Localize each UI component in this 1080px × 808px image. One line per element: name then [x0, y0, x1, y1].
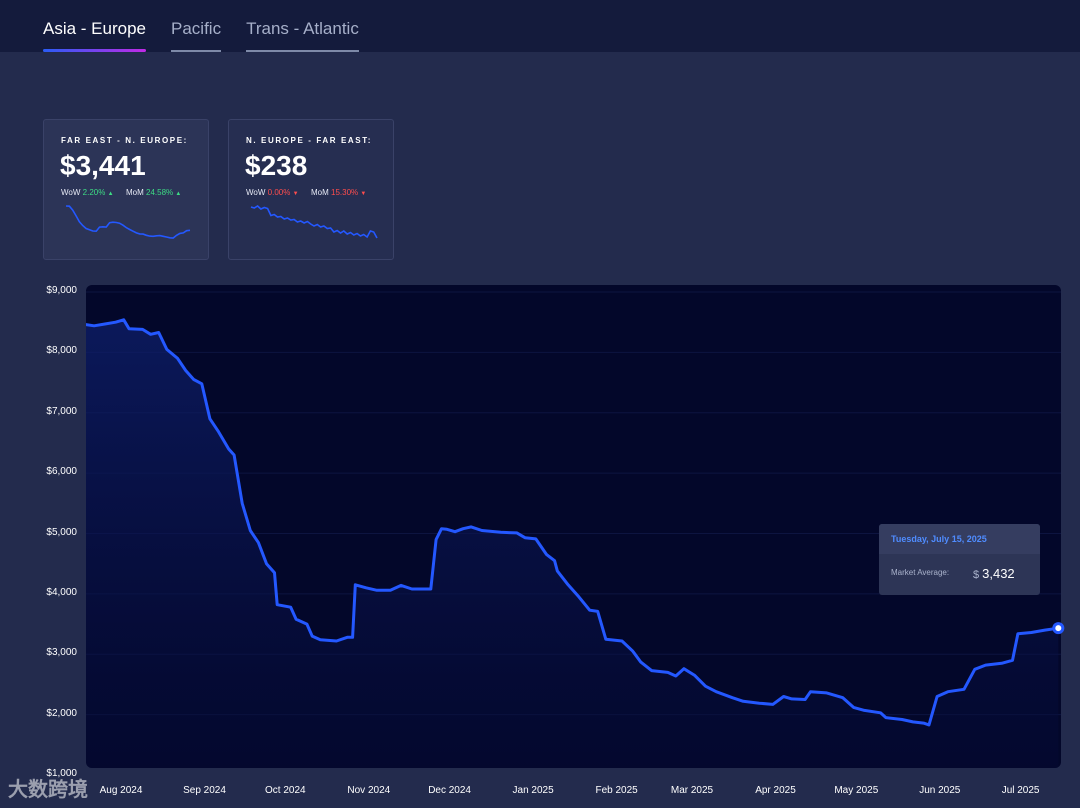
series-area	[86, 319, 1059, 768]
y-tick-label: $9,000	[46, 285, 77, 296]
card-stats: WoW 0.00% ▼ MoM 15.30% ▼	[246, 188, 366, 197]
tab-underline	[246, 50, 359, 52]
x-tick-label: Nov 2024	[347, 785, 391, 796]
wow-change: 0.00%	[267, 188, 291, 197]
x-tick-label: Sep 2024	[183, 785, 226, 796]
mom-label: MoM	[125, 188, 144, 197]
series-line	[86, 318, 1059, 727]
x-tick-label: Dec 2024	[428, 785, 471, 796]
hover-point-center	[1055, 625, 1062, 632]
rate-card-far-east-n-europe[interactable]: FAR EAST - N. EUROPE: $3,441 WoW 2.20% ▲…	[43, 119, 209, 260]
sparkline	[250, 205, 378, 239]
arrow-down-icon: ▼	[292, 191, 299, 197]
tab-label: Asia - Europe	[43, 19, 146, 38]
x-tick-label: Feb 2025	[595, 785, 638, 796]
card-title: FAR EAST - N. EUROPE:	[61, 136, 188, 145]
x-tick-label: Oct 2024	[265, 785, 306, 796]
top-navigation-bar: Asia - Europe Pacific Trans - Atlantic	[0, 0, 1080, 52]
x-tick-label: Mar 2025	[670, 785, 714, 796]
x-tick-label: Jan 2025	[512, 785, 554, 796]
trade-lane-tabs: Asia - Europe Pacific Trans - Atlantic	[43, 0, 359, 52]
chart-tooltip: Tuesday, July 15, 2025 Market Average: $…	[879, 524, 1040, 595]
y-tick-label: $7,000	[46, 405, 77, 417]
mom-change: 24.58%	[146, 188, 174, 197]
card-value: $238	[245, 150, 308, 181]
y-tick-label: $6,000	[46, 466, 77, 478]
active-tab-indicator	[43, 49, 146, 52]
rate-card-n-europe-far-east[interactable]: N. EUROPE - FAR EAST: $238 WoW 0.00% ▼ M…	[228, 119, 394, 260]
sparkline	[65, 205, 191, 239]
currency-symbol: $	[973, 569, 980, 581]
x-tick-label: Jul 2025	[1001, 785, 1040, 796]
x-tick-label: May 2025	[834, 785, 879, 796]
tab-label: Pacific	[171, 19, 222, 38]
y-tick-label: $4,000	[46, 586, 77, 598]
y-tick-label: $8,000	[46, 345, 77, 357]
y-tick-label: $1,000	[46, 768, 77, 779]
tooltip-value: $3,432	[973, 566, 1015, 581]
card-stats: WoW 2.20% ▲ MoM 24.58% ▲	[61, 188, 181, 197]
y-tick-label: $5,000	[46, 526, 77, 538]
tab-asia-europe[interactable]: Asia - Europe	[43, 0, 146, 52]
tooltip-value-number: 3,432	[982, 566, 1015, 581]
x-tick-label: Aug 2024	[99, 785, 143, 796]
x-tick-label: Jun 2025	[919, 785, 961, 796]
mom-label: MoM	[310, 188, 329, 197]
y-tick-label: $2,000	[46, 707, 77, 719]
tab-underline	[171, 50, 222, 52]
y-tick-label: $3,000	[46, 647, 77, 659]
wow-label: WoW	[246, 188, 266, 197]
wow-change: 2.20%	[82, 188, 106, 197]
card-title: N. EUROPE - FAR EAST:	[246, 136, 373, 145]
arrow-down-icon: ▼	[360, 191, 367, 197]
sparkline-path	[65, 205, 191, 239]
tab-pacific[interactable]: Pacific	[171, 0, 222, 52]
x-tick-label: Apr 2025	[755, 785, 796, 796]
arrow-up-icon: ▲	[107, 191, 114, 197]
card-value: $3,441	[60, 150, 146, 181]
wow-label: WoW	[61, 188, 81, 197]
arrow-up-icon: ▲	[175, 191, 182, 197]
tab-label: Trans - Atlantic	[246, 19, 359, 38]
sparkline-path	[250, 205, 378, 239]
tab-trans-atlantic[interactable]: Trans - Atlantic	[246, 0, 359, 52]
tooltip-date: Tuesday, July 15, 2025	[879, 524, 1040, 554]
watermark: 大数跨境	[8, 779, 88, 801]
tooltip-label: Market Average:	[891, 568, 950, 577]
mom-change: 15.30%	[331, 188, 359, 197]
